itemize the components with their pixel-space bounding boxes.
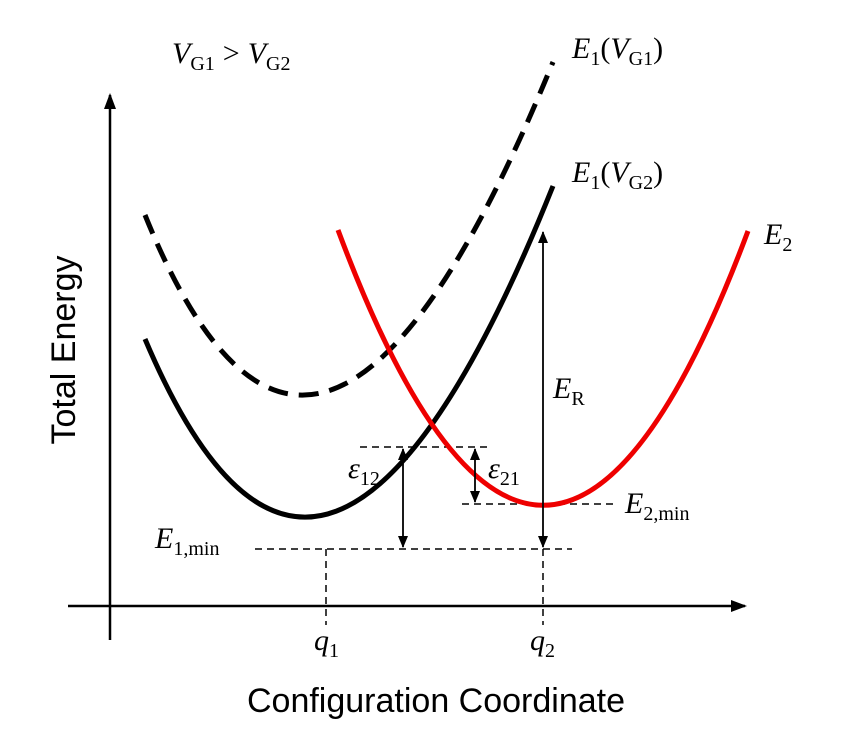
e1-vg2-curve <box>142 185 556 520</box>
e1-vg1-curve <box>142 61 556 398</box>
q1-label: q1 <box>314 624 339 662</box>
e2min-label: E2,min <box>624 487 689 525</box>
condition-label: VG1 > VG2 <box>172 37 290 75</box>
eps21-label: ε21 <box>488 452 520 490</box>
e1-vg2-label: E1(VG2) <box>571 156 663 194</box>
eps12-label: ε12 <box>348 452 380 490</box>
x-axis-label: Configuration Coordinate <box>247 682 625 720</box>
er-label: ER <box>552 372 585 410</box>
q2-label: q2 <box>530 624 555 662</box>
e1-vg1-label: E1(VG1) <box>571 32 663 70</box>
e2-label: E2 <box>763 218 792 256</box>
e1min-label: E1,min <box>154 522 219 560</box>
y-axis-label: Total Energy <box>45 256 83 445</box>
